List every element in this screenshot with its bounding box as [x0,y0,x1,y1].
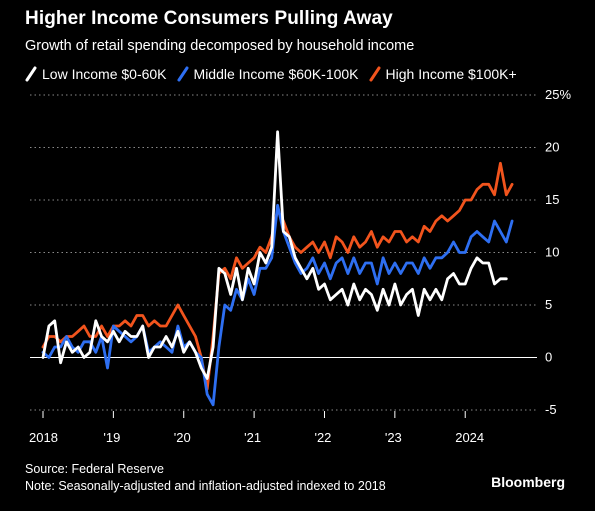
y-tick-label: 25% [545,87,571,102]
x-tick-label: 2018 [29,430,58,445]
x-tick-label: '21 [244,430,261,445]
y-tick-label: 10 [545,245,559,260]
legend-label-middle-income: Middle Income $60K-100K [193,66,359,82]
series-lines [41,130,514,407]
legend: Low Income $0-60K Middle Income $60K-100… [25,66,527,82]
y-tick-label: 0 [545,350,552,365]
y-tick-label: 20 [545,140,559,155]
legend-item-middle-income: Middle Income $60K-100K [177,66,359,82]
x-tick-label: '20 [174,430,191,445]
x-tick-label: '22 [314,430,331,445]
x-tick-label: 2024 [455,430,484,445]
legend-label-low-income: Low Income $0-60K [42,66,167,82]
x-tick-label: '23 [385,430,402,445]
x-tick-label: '19 [103,430,120,445]
legend-item-low-income: Low Income $0-60K [25,66,167,82]
slash-line-icon [177,66,189,82]
series-line-middle-income [41,203,514,407]
methodology-note: Note: Seasonally-adjusted and inflation-… [25,479,386,493]
slash-line-icon [369,66,381,82]
slash-line-icon [25,66,37,82]
y-tick-label: -5 [545,402,557,417]
y-tick-label: 15 [545,192,559,207]
series-line-high-income [41,161,514,391]
chart-title: Higher Income Consumers Pulling Away [25,8,393,29]
series-line-low-income [41,130,508,380]
legend-swatch-line-middle [177,66,189,82]
chart-subtitle: Growth of retail spending decomposed by … [25,38,415,54]
grid: -5 0 5 10 15 20 25% [30,87,571,417]
source-note: Source: Federal Reserve [25,462,164,476]
legend-swatch-line-high [369,66,381,82]
x-axis: 2018 '19 '20 '21 '22 '23 2024 [29,411,484,445]
y-tick-label: 5 [545,297,552,312]
bloomberg-logo: Bloomberg [491,474,565,490]
legend-swatch-line-low [25,66,37,82]
legend-label-high-income: High Income $100K+ [385,66,517,82]
legend-item-high-income: High Income $100K+ [369,66,517,82]
